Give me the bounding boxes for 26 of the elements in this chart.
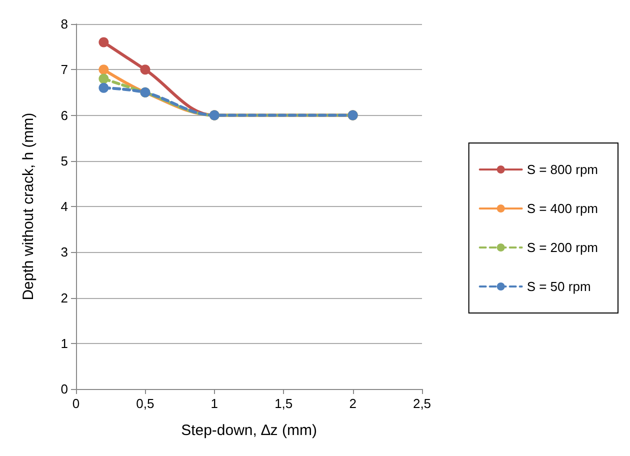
y-axis-title: Depth without crack, h (mm): [20, 112, 37, 300]
point: [98, 74, 109, 84]
y-tick-label: 8: [60, 16, 68, 32]
x-tick-label: 1,5: [274, 396, 293, 411]
point: [98, 64, 109, 75]
x-tick-label: 0: [72, 396, 80, 411]
y-tick-label: 4: [60, 199, 68, 214]
x-axis-title: Step-down, ∆z (mm): [181, 422, 317, 439]
legend-label: S = 50 rpm: [526, 279, 591, 294]
point: [140, 64, 150, 75]
x-tick-label: 1: [210, 396, 218, 411]
x-tick-label: 2,5: [412, 396, 432, 411]
y-tick-label: 7: [60, 62, 68, 78]
y-tick-label: 3: [60, 244, 68, 260]
y-tick-label: 1: [60, 336, 68, 351]
legend-label: S = 800 rpm: [526, 162, 598, 177]
x-tick-label: 0,5: [136, 396, 154, 411]
y-tick-label: 5: [60, 153, 68, 168]
y-tick-label: 2: [60, 290, 68, 306]
legend-label: S = 200 rpm: [526, 240, 598, 255]
legend-label: S = 400 rpm: [526, 201, 598, 216]
x-tick-label: 2: [349, 396, 356, 411]
y-tick-label: 6: [60, 108, 68, 123]
point: [98, 37, 109, 48]
point: [98, 82, 109, 93]
y-tick-label: 0: [60, 382, 68, 396]
